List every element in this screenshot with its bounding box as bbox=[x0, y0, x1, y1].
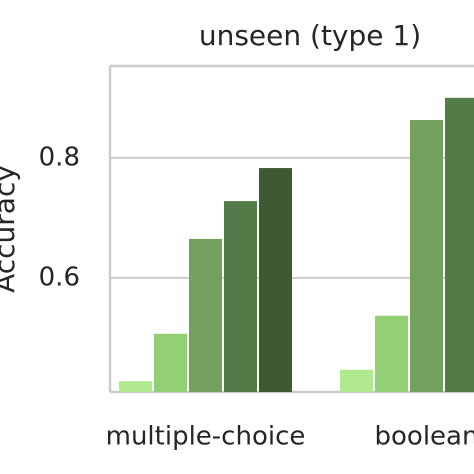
chart-title: unseen (type 1) bbox=[199, 19, 421, 52]
bar bbox=[119, 381, 152, 392]
bar bbox=[340, 369, 373, 392]
x-tick-label: boolean bbox=[375, 422, 474, 452]
bar bbox=[189, 238, 222, 392]
bar bbox=[410, 120, 443, 393]
x-tick-label: multiple-choice bbox=[106, 422, 306, 452]
bar bbox=[224, 201, 257, 392]
bar bbox=[375, 315, 408, 392]
bar bbox=[154, 333, 187, 392]
y-tick-label: 0.8 bbox=[39, 142, 80, 172]
y-tick-label: 0.6 bbox=[39, 262, 80, 292]
y-axis-label: Accuracy bbox=[0, 165, 21, 293]
bar bbox=[445, 97, 474, 392]
bar bbox=[259, 168, 292, 392]
